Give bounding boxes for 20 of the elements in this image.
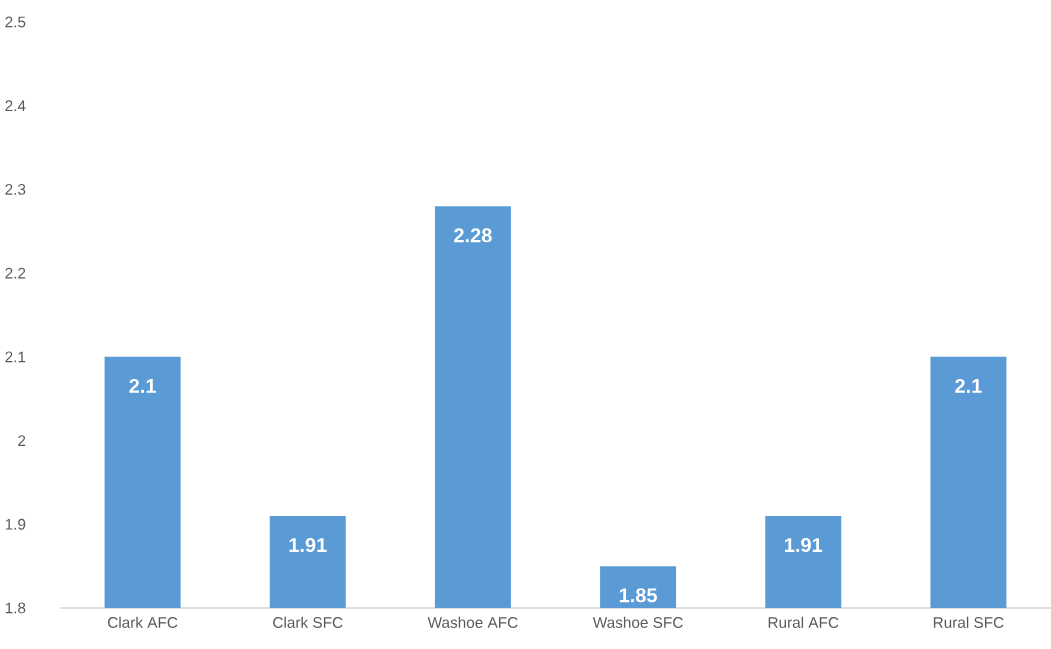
y-tick-label: 2 [18,435,26,446]
data-label: 1.91 [785,537,823,553]
data-label: 1.91 [289,537,327,553]
x-tick-label: Rural SFC [933,616,1004,628]
data-label: 2.1 [955,378,982,393]
y-tick-label: 1.8 [5,602,26,614]
x-tick-label: Washoe SFC [592,616,683,628]
y-tick-label: 2.5 [5,16,26,28]
y-tick-label: 2.2 [5,267,26,279]
y-tick-label: 2.4 [5,100,26,112]
y-tick-label: 2.3 [5,183,26,195]
x-tick-label: Washoe AFC [427,616,518,628]
data-label: 2.1 [129,378,156,393]
data-label: 2.28 [454,228,492,243]
y-tick-label: 1.9 [5,518,26,530]
y-tick-label: 2.1 [5,351,26,363]
x-tick-label: Clark AFC [108,616,178,628]
x-tick-label: Rural AFC [768,616,839,628]
data-label: 1.85 [619,588,657,603]
x-tick-label: Clark SFC [273,616,343,628]
